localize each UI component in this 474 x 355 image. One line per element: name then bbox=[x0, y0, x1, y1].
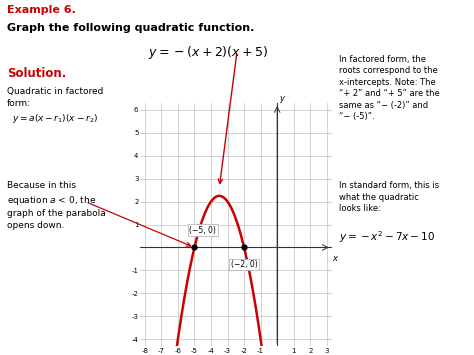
Text: $y = -(x+2)(x+5)$: $y = -(x+2)(x+5)$ bbox=[148, 44, 269, 61]
Text: (−5, 0): (−5, 0) bbox=[189, 226, 216, 235]
Text: (−2, 0): (−2, 0) bbox=[231, 260, 257, 269]
Text: Because in this
equation $a$ < 0, the
graph of the parabola
opens down.: Because in this equation $a$ < 0, the gr… bbox=[7, 181, 106, 230]
Text: In factored form, the
roots correspond to the
x-intercepts. Note: The
“+ 2” and : In factored form, the roots correspond t… bbox=[339, 55, 440, 121]
Text: $y = -x^2 - 7x - 10$: $y = -x^2 - 7x - 10$ bbox=[339, 229, 435, 245]
Text: In standard form, this is
what the quadratic
looks like:: In standard form, this is what the quadr… bbox=[339, 181, 439, 213]
Text: $y = a(x-r_1)(x-r_2)$: $y = a(x-r_1)(x-r_2)$ bbox=[12, 112, 98, 125]
Text: Quadratic in factored
form:: Quadratic in factored form: bbox=[7, 87, 103, 108]
Text: Solution.: Solution. bbox=[7, 67, 66, 81]
Text: Graph the following quadratic function.: Graph the following quadratic function. bbox=[7, 23, 255, 33]
Text: Example 6.: Example 6. bbox=[7, 5, 76, 15]
Text: x: x bbox=[333, 255, 337, 263]
Text: y: y bbox=[279, 94, 284, 103]
